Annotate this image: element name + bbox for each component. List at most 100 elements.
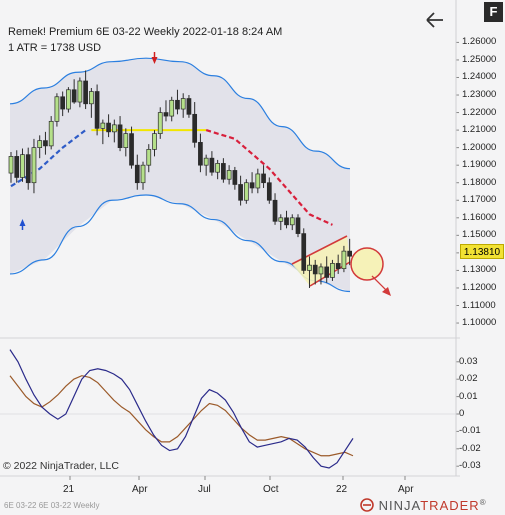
candle <box>284 210 289 229</box>
channel-fill <box>292 236 350 286</box>
candle <box>180 93 186 118</box>
candle <box>198 133 203 173</box>
oscillator-fast-line <box>9 349 354 469</box>
candle <box>272 193 278 225</box>
candle <box>134 154 140 190</box>
candle-body <box>111 124 117 133</box>
candle-body <box>341 250 347 270</box>
candle <box>66 87 71 113</box>
candle-body <box>249 182 255 189</box>
candle-body <box>307 264 312 271</box>
candle-body <box>71 89 77 103</box>
candle-body <box>221 163 226 180</box>
candle <box>249 172 255 194</box>
candle-body <box>215 163 220 173</box>
candle <box>83 70 88 110</box>
price-tick-label: 1.16000 <box>462 211 497 223</box>
price-tick-label: 1.11000 <box>462 299 496 311</box>
candle <box>192 102 198 148</box>
candle-body <box>31 147 37 184</box>
band-lower-line <box>9 194 351 293</box>
candle-body <box>278 217 284 222</box>
candle-body <box>335 263 341 270</box>
candle <box>186 95 192 118</box>
candle <box>77 77 83 108</box>
price-tick-label: 1.13000 <box>462 264 497 276</box>
f-button[interactable]: F <box>484 2 503 22</box>
candle-body <box>347 250 353 257</box>
candle <box>157 107 163 139</box>
candle <box>106 114 111 138</box>
candle-body <box>289 217 295 226</box>
candle-body <box>157 112 163 134</box>
candle <box>215 159 220 180</box>
candle <box>209 151 215 176</box>
price-tick-label: 1.15000 <box>462 229 497 241</box>
candle-body <box>180 98 186 110</box>
candle-body <box>186 98 192 115</box>
price-tick-label: 1.10000 <box>462 317 497 329</box>
candle-body <box>169 99 175 117</box>
candle <box>289 214 295 231</box>
candle-body <box>301 233 307 271</box>
candle-body <box>123 133 129 148</box>
projection-circle <box>350 247 384 281</box>
candle-body <box>295 217 301 234</box>
time-tick-label: Apr <box>398 484 414 495</box>
oscillator-tick-label: 0 <box>459 408 465 419</box>
candle <box>238 175 243 206</box>
candle-body <box>209 157 215 173</box>
oscillator-slow-line <box>9 375 354 457</box>
candle <box>318 263 324 285</box>
candle <box>25 147 31 190</box>
candle <box>100 119 106 145</box>
price-tick-label: 1.22000 <box>462 106 497 118</box>
candle-body <box>129 133 134 166</box>
candle <box>335 254 341 274</box>
candle <box>48 116 54 150</box>
candle-body <box>312 264 318 275</box>
oscillator-tick-label: 0.02 <box>459 373 478 385</box>
sell-signal-arrow <box>151 57 158 64</box>
candle <box>14 150 20 183</box>
candle-body <box>238 184 243 201</box>
candle <box>71 79 77 104</box>
time-tick-label: Jul <box>198 484 211 495</box>
price-tick-label: 1.17000 <box>462 194 497 206</box>
projection-arrow-head <box>382 287 391 296</box>
price-tick-label: 1.24000 <box>462 71 497 83</box>
candle-body <box>94 91 100 129</box>
footer-instrument: 6E 03-22 6E 03-22 Weekly <box>4 501 100 510</box>
band-fill <box>10 58 350 292</box>
time-tick-label: 22 <box>336 484 348 495</box>
candle <box>243 179 249 204</box>
candle-body <box>243 182 249 201</box>
oscillator-tick-label: 0.03 <box>459 355 478 367</box>
candle-body <box>106 122 111 133</box>
candle <box>330 259 335 281</box>
ninja-icon <box>360 498 374 512</box>
candle-body <box>100 122 106 129</box>
candle <box>226 165 232 185</box>
candle-body <box>261 173 266 184</box>
price-tick-label: 1.12000 <box>462 281 497 293</box>
candle-body <box>266 182 272 201</box>
candle <box>301 228 307 274</box>
candle <box>221 158 226 183</box>
candle-body <box>324 266 330 278</box>
candle <box>312 259 318 285</box>
price-tick-label: 1.19000 <box>462 159 497 171</box>
candle-body <box>163 112 169 117</box>
candle-body <box>284 217 289 226</box>
candle <box>20 148 25 182</box>
candle-body <box>146 149 152 166</box>
candle <box>89 88 94 118</box>
candle-body <box>318 266 324 275</box>
candle <box>152 130 157 157</box>
candle-body <box>43 140 48 147</box>
back-button[interactable] <box>424 9 446 31</box>
copyright-text: © 2022 NinjaTrader, LLC <box>3 460 119 472</box>
candle <box>31 138 37 194</box>
